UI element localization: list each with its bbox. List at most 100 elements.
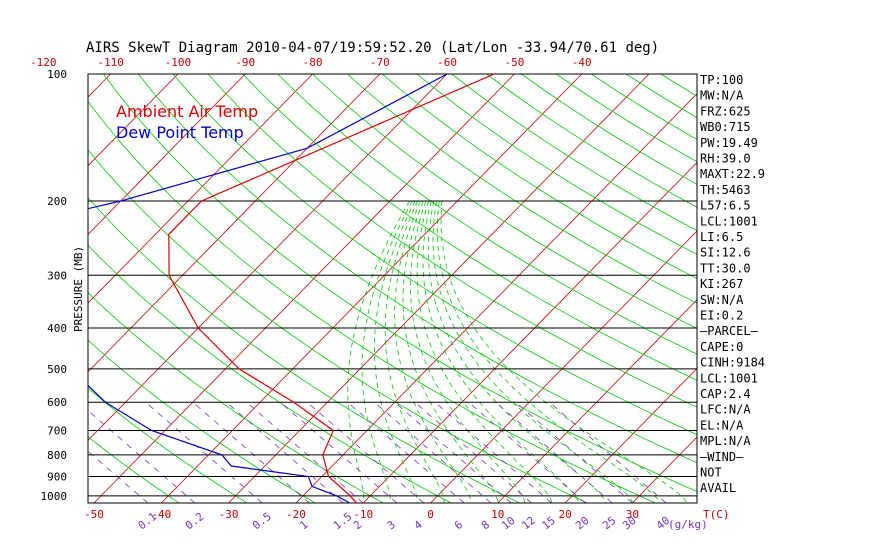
moist-adiabat-line xyxy=(347,200,410,503)
pressure-tick-label: 300 xyxy=(47,269,67,282)
pressure-tick-label: 600 xyxy=(47,396,67,409)
y-axis-label: PRESSURE (MB) xyxy=(72,246,85,332)
dry-adiabat-line xyxy=(172,74,697,436)
mixing-ratio-line xyxy=(279,401,398,503)
moist-adiabat-line xyxy=(416,200,552,503)
dry-adiabat-line xyxy=(88,149,588,503)
dry-adiabat-line xyxy=(277,74,697,355)
index-label: LFC:N/A xyxy=(700,403,751,417)
index-label: MAXT:22.9 xyxy=(700,167,765,181)
top-temp-tick-label: -120 xyxy=(30,56,57,69)
isotherm-line xyxy=(430,230,697,503)
dry-adiabat-line xyxy=(88,339,316,503)
bottom-temp-tick-label: -20 xyxy=(286,508,306,521)
mixing-ratio-line xyxy=(374,401,492,503)
pressure-tick-label: 400 xyxy=(47,322,67,335)
dry-adiabat-line xyxy=(800,74,870,503)
isotherm-line xyxy=(88,74,246,236)
dry-adiabat-line xyxy=(88,436,180,503)
bottom-temp-tick-label: -50 xyxy=(84,508,104,521)
pressure-tick-label: 1000 xyxy=(41,490,68,503)
index-label: NOT xyxy=(700,466,722,480)
pressure-tick-label: 800 xyxy=(47,449,67,462)
bottom-temp-tick-label: 20 xyxy=(558,508,571,521)
bottom-temp-tick-label: 0 xyxy=(427,508,434,521)
background-lines xyxy=(0,74,870,503)
top-temp-tick-labels: -120 -110 -100 -90 -80 -70 -60 -50 -40 xyxy=(30,56,592,69)
mixing-ratio-tick-label: 0.2 xyxy=(183,510,207,532)
mixing-ratio-line xyxy=(549,401,667,503)
index-label: —WIND— xyxy=(700,450,744,464)
index-label: SW:N/A xyxy=(700,293,744,307)
mixing-ratio-line xyxy=(515,401,633,503)
moist-adiabat-line xyxy=(361,200,413,503)
moist-adiabat-line xyxy=(410,200,526,503)
pressure-tick-labels: 100 200 300 400 500 600 700 800 900 1000 xyxy=(41,68,68,503)
moist-adiabat-line xyxy=(384,200,445,503)
pressure-tick-label: 100 xyxy=(47,68,67,81)
isotherm-line xyxy=(497,299,697,503)
index-label: TP:100 xyxy=(700,73,743,87)
index-label: EI:0.2 xyxy=(700,309,743,323)
dry-adiabat-line xyxy=(765,74,870,503)
index-label: LI:6.5 xyxy=(700,230,743,244)
dry-adiabat-line xyxy=(103,74,697,493)
index-label: AVAIL xyxy=(700,481,736,495)
index-label: RH:39.0 xyxy=(700,152,751,166)
dry-adiabat-line xyxy=(88,292,384,503)
dry-adiabat-line xyxy=(835,74,870,503)
bottom-temp-tick-label: -30 xyxy=(219,508,239,521)
index-label: LCL:1001 xyxy=(700,371,758,385)
mixing-ratio-tick-label: 15 xyxy=(539,514,557,532)
pressure-tick-label: 700 xyxy=(47,424,67,437)
index-label: —PARCEL— xyxy=(700,324,759,338)
bottom-temp-tick-labels: -50 -40 -30 -20 -10 0 10 20 30 xyxy=(84,508,639,521)
legend-dew-point-temp: Dew Point Temp xyxy=(116,123,244,142)
series-line xyxy=(168,74,495,503)
pressure-tick-label: 200 xyxy=(47,195,67,208)
index-label: LCL:1001 xyxy=(700,214,758,228)
index-label: MW:N/A xyxy=(700,89,744,103)
mixing-ratio-line xyxy=(88,410,196,503)
top-temp-tick-label: -40 xyxy=(572,56,592,69)
bottom-temp-tick-label: -40 xyxy=(151,508,171,521)
top-temp-tick-label: -90 xyxy=(235,56,255,69)
mixing-ratio-line xyxy=(246,401,364,503)
series-line xyxy=(88,74,448,503)
dry-adiabat-line xyxy=(88,100,656,503)
top-temp-tick-label: -60 xyxy=(437,56,457,69)
mixing-ratio-tick-label: 0.5 xyxy=(250,510,274,532)
bottom-temp-tick-label: 10 xyxy=(491,508,504,521)
mixing-ratio-tick-label: 3 xyxy=(385,518,398,532)
dry-adiabat-line xyxy=(381,74,697,280)
legend-ambient-air-temp: Ambient Air Temp xyxy=(116,102,258,121)
mixing-ratio-line xyxy=(468,401,586,503)
mixing-ratio-tick-label: 4 xyxy=(412,518,426,533)
mixing-ratio-tick-label: 10 xyxy=(499,514,517,532)
mixing-ratio-tick-label: 8 xyxy=(479,518,492,532)
index-label: CAP:2.4 xyxy=(700,387,751,401)
mixing-ratio-line xyxy=(414,401,532,503)
mixing-ratio-line xyxy=(192,401,310,503)
top-temp-tick-label: -50 xyxy=(504,56,524,69)
isotherm-line xyxy=(88,74,111,98)
mixing-ratio-tick-label: 1 xyxy=(297,518,310,532)
isotherm-line xyxy=(161,74,583,503)
dry-adiabat-line xyxy=(416,74,697,255)
mixing-ratio-line xyxy=(394,401,512,503)
bottom-temp-tick-label: 30 xyxy=(626,508,639,521)
mixing-ratio-unit-label: (g/kg) xyxy=(668,518,708,531)
temp-unit-label: T(C) xyxy=(703,508,730,521)
isotherm-line xyxy=(228,74,650,503)
dry-adiabat-line xyxy=(242,74,697,381)
isotherm-line xyxy=(362,161,697,503)
isotherm-line xyxy=(0,74,43,503)
dry-adiabat-line xyxy=(207,74,697,408)
moist-adiabat-line xyxy=(432,200,633,503)
isotherm-line xyxy=(88,74,381,373)
top-temp-tick-label: -100 xyxy=(165,56,192,69)
index-label: L57:6.5 xyxy=(700,199,751,213)
mixing-ratio-tick-label: 20 xyxy=(573,514,591,532)
top-temp-tick-label: -110 xyxy=(97,56,124,69)
